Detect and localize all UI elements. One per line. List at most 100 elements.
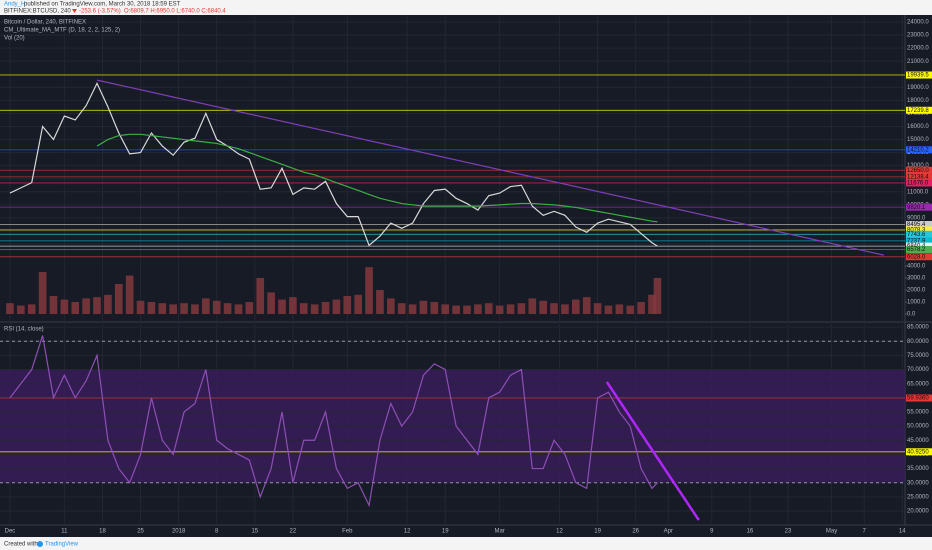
- y-tick-label: 21000.0: [907, 59, 929, 65]
- footer-brand[interactable]: TradingView: [45, 542, 79, 548]
- volume-bar: [452, 305, 460, 314]
- y2-tick-label: 2000.0: [907, 288, 926, 294]
- level-badge: [906, 71, 932, 79]
- x-tick-label: 19: [442, 529, 449, 535]
- y-tick-label: 55.0000: [907, 410, 929, 416]
- volume-bar: [310, 304, 319, 314]
- volume-bar: [354, 294, 362, 314]
- volume-bar: [234, 304, 243, 314]
- y-tick-label: 25.0000: [907, 494, 929, 500]
- y-tick-label: 16000.0: [907, 124, 929, 130]
- level-label: 14210.2: [907, 147, 929, 153]
- volume-bar: [114, 283, 123, 314]
- level-label: 40.9250: [907, 449, 929, 455]
- level-label: 59.9360: [907, 396, 929, 402]
- volume-bar: [82, 298, 90, 314]
- volume-bar: [158, 303, 167, 314]
- volume-bar: [223, 303, 232, 314]
- x-tick-label: 15: [251, 529, 258, 535]
- level-badge: [906, 253, 932, 261]
- x-tick-label: 23: [785, 529, 792, 535]
- level-label: 11676.0: [907, 181, 929, 187]
- volume-bar: [408, 304, 417, 314]
- volume-bar: [593, 303, 602, 314]
- down-arrow: [72, 9, 77, 13]
- y-tick-label: 35.0000: [907, 466, 929, 472]
- level-label: 9820.1: [907, 205, 926, 211]
- y-tick-label: 13000.0: [907, 163, 929, 169]
- x-tick-label: 25: [137, 529, 144, 535]
- volume-bar: [626, 305, 635, 314]
- level-label: 12138.4: [907, 174, 929, 180]
- author[interactable]: Andy_H: [4, 2, 25, 8]
- volume-bar: [278, 299, 286, 314]
- series-line: [9, 335, 658, 508]
- y-tick-label: 70.0000: [907, 367, 929, 373]
- y2-tick-label: 0.0: [907, 312, 916, 318]
- y-tick-label: 75.0000: [907, 353, 929, 359]
- volume-bar: [212, 300, 221, 314]
- x-tick-label: 12: [556, 529, 563, 535]
- volume-bar: [245, 301, 254, 314]
- x-tick-label: Dec: [5, 529, 16, 535]
- x-tick-label: May: [826, 529, 837, 535]
- y-tick-label: 18000.0: [907, 98, 929, 104]
- volume-bar: [125, 275, 134, 314]
- volume-bar: [6, 303, 14, 314]
- volume-bar: [539, 300, 547, 314]
- volume-bar: [17, 305, 25, 314]
- level-label: 12650.0: [907, 168, 929, 174]
- series-line: [9, 81, 658, 247]
- y-tick-label: 45.0000: [907, 438, 929, 444]
- volume-bar: [38, 271, 47, 314]
- symbol: BITFINEX:BTCUSD, 240: [4, 9, 71, 15]
- volume-bar: [343, 295, 352, 314]
- footer-created: Created with: [4, 542, 38, 548]
- x-tick-label: 18: [99, 529, 106, 535]
- y2-tick-label: 4000.0: [907, 264, 926, 270]
- level-label: 19939.5: [907, 73, 929, 79]
- volume-bar: [332, 299, 341, 314]
- volume-bar: [604, 305, 613, 314]
- level-label: 6028.0: [907, 254, 926, 260]
- level-badge: [906, 106, 932, 114]
- y-tick-label: 15000.0: [907, 137, 929, 143]
- x-tick-label: 19: [594, 529, 601, 535]
- y-tick-label: 22000.0: [907, 46, 929, 52]
- level-badge: [906, 237, 932, 245]
- x-tick-label: 22: [290, 529, 297, 535]
- level-badge: [906, 220, 932, 228]
- level-label: 8078.3: [907, 228, 926, 234]
- level-badge: [906, 173, 932, 181]
- volume-bar: [147, 301, 156, 314]
- trendline: [96, 79, 884, 256]
- y-tick-label: 85.0000: [907, 325, 929, 331]
- volume-bar: [495, 305, 504, 314]
- level-badge: [906, 246, 932, 254]
- level-label: 7743.6: [907, 232, 926, 238]
- x-tick-label: 2018: [172, 529, 186, 535]
- y-tick-label: 9000.0: [907, 215, 926, 221]
- level-badge: [906, 230, 932, 238]
- volume-bar: [267, 292, 275, 314]
- y-tick-label: 11000.0: [907, 189, 929, 195]
- volume-bar: [572, 299, 580, 314]
- volume-bar: [430, 301, 439, 314]
- logo: [37, 541, 43, 547]
- footer-bar: [0, 537, 932, 550]
- legend-line: Bitcoin / Dollar, 240, BITFINEX: [4, 20, 86, 26]
- volume-bar: [474, 304, 482, 314]
- x-tick-label: 7: [863, 529, 867, 535]
- volume-bar: [289, 297, 297, 314]
- x-tick-label: 11: [61, 529, 68, 535]
- volume-bar: [528, 298, 537, 314]
- volume-bar: [104, 294, 112, 314]
- legend-line: RSI (14, close): [4, 327, 44, 333]
- volume-bar: [582, 297, 591, 314]
- level-label: 7237.9: [907, 238, 926, 244]
- published: published on TradingView.com, March 30, …: [24, 2, 181, 8]
- y-tick-label: 19000.0: [907, 85, 929, 91]
- volume-bar: [615, 304, 624, 314]
- level-badge: [906, 394, 932, 402]
